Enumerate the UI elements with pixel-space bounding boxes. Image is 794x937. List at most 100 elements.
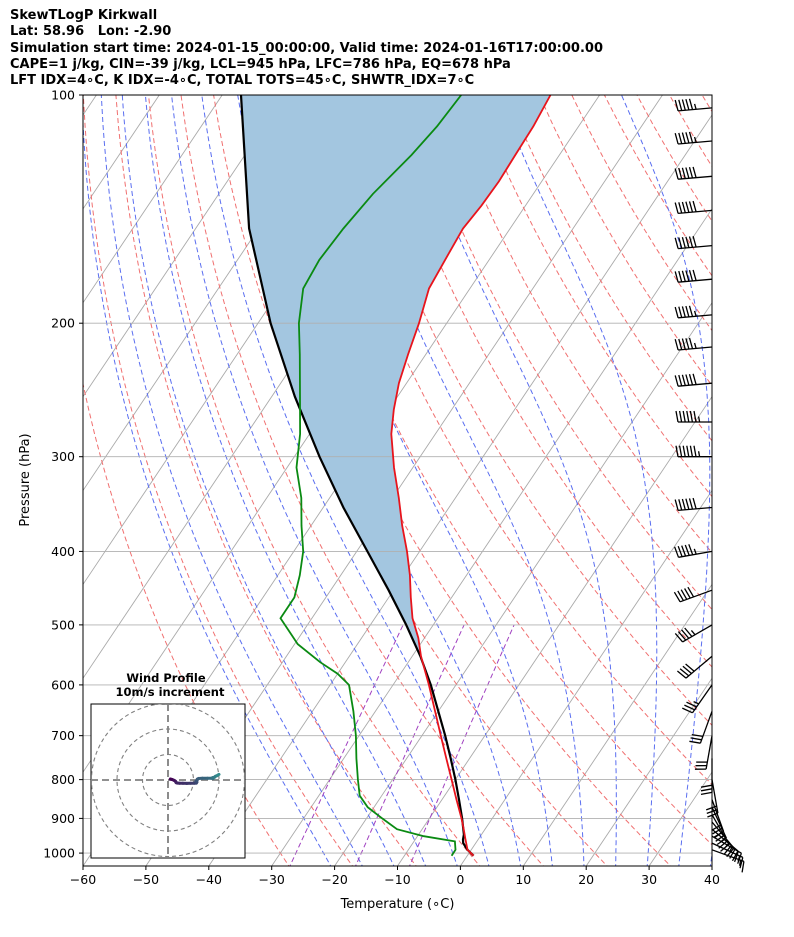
dry-adiabat-line <box>213 95 608 866</box>
wind-barb-flag <box>686 410 690 423</box>
y-tick-label: 700 <box>51 728 75 743</box>
y-tick-label: 100 <box>51 88 75 103</box>
wind-barb <box>675 445 712 458</box>
wind-barb-flag <box>674 133 679 145</box>
hodograph-segment <box>216 772 221 777</box>
dry-adiabat-line <box>343 95 712 726</box>
wind-barb-flag <box>700 791 713 796</box>
wind-barb-flag <box>684 588 691 599</box>
wind-barb-staff <box>678 314 713 319</box>
wind-barb-flag <box>674 632 684 643</box>
dry-adiabat-line <box>310 95 712 786</box>
wind-barb-flag <box>685 99 690 111</box>
wind-barb-flag <box>684 544 690 556</box>
wind-barb-flag <box>693 445 697 457</box>
isotherm-line <box>334 301 712 866</box>
cape-line: CAPE=1 j/kg, CIN=-39 j/kg, LCL=945 hPa, … <box>10 56 511 72</box>
dry-adiabat-line <box>506 95 712 442</box>
wind-barb-flag <box>692 497 697 509</box>
location-line: Lat: 58.96 Lon: -2.90 <box>10 24 172 40</box>
x-tick-label: −60 <box>70 872 96 887</box>
wind-barb-flag <box>692 236 697 248</box>
wind-barb-flag <box>680 589 688 600</box>
wind-barb-flag <box>713 830 724 838</box>
wind-barb-flag <box>685 305 690 318</box>
x-tick-label: −50 <box>133 872 159 887</box>
wind-barb-flag <box>733 851 739 863</box>
wind-barb-flag <box>681 237 686 249</box>
wind-barb-staff <box>699 711 713 744</box>
wind-barb-flag <box>707 812 719 818</box>
wind-barb-staff <box>705 735 713 770</box>
wind-barb-flag <box>688 374 694 386</box>
wind-barb-half-flag <box>693 103 697 110</box>
y-tick-label: 500 <box>51 617 75 632</box>
x-tick-label: −40 <box>196 872 222 887</box>
wind-barb-flag <box>674 306 679 318</box>
x-tick-label: 20 <box>578 872 594 887</box>
dry-adiabat-line <box>735 95 794 869</box>
wind-barb-flag <box>681 498 686 510</box>
wind-barb-flag <box>678 410 683 423</box>
hodograph-title: Wind Profile <box>126 671 206 685</box>
wind-barb-half-flag <box>693 310 697 317</box>
wind-barb <box>689 711 713 744</box>
dry-adiabat-line <box>571 95 712 332</box>
wind-barb-flag <box>682 665 692 674</box>
y-tick-label: 200 <box>51 316 75 331</box>
wind-barb <box>675 410 712 423</box>
wind-barb-flag <box>675 445 679 457</box>
wind-barb-half-flag <box>693 342 697 349</box>
wind-barb-flag <box>723 844 733 855</box>
wind-barb <box>682 684 713 714</box>
wind-barb-half-flag <box>693 548 697 555</box>
wind-barb-flag <box>688 305 694 317</box>
wind-barb-flag <box>689 740 701 744</box>
moist-adiabat-line <box>201 95 490 866</box>
wind-barb <box>694 735 713 770</box>
wind-barb-flag <box>737 852 743 864</box>
wind-barb-flag <box>700 788 713 792</box>
wind-barb <box>674 236 713 250</box>
wind-barb-staff <box>678 506 713 512</box>
wind-barb-flag <box>674 499 679 511</box>
wind-barb-flag <box>705 805 717 811</box>
wind-barb-flag <box>688 498 694 510</box>
dewpoint-line <box>279 95 462 857</box>
wind-barb-staff <box>678 244 713 250</box>
wind-barb-staff <box>678 175 713 180</box>
wind-barb-flag <box>675 410 679 423</box>
wind-barb-flag <box>681 306 686 318</box>
hodograph-plot <box>91 704 245 858</box>
wind-barb-staff <box>711 779 719 814</box>
wind-barb-half-flag <box>693 136 697 143</box>
x-tick-label: 30 <box>641 872 657 887</box>
wind-barb-flag <box>688 98 694 110</box>
wind-barb <box>674 166 713 180</box>
wind-barb-flag <box>681 629 690 639</box>
wind-barb <box>674 497 713 512</box>
mixing-ratio-line <box>289 624 404 866</box>
dry-adiabat-line <box>441 95 712 554</box>
wind-barb-flag <box>726 847 735 858</box>
dry-adiabat-line <box>180 95 545 866</box>
wind-barb-staff <box>678 550 713 558</box>
moist-adiabat-line <box>335 95 585 866</box>
y-tick-label: 900 <box>51 811 75 826</box>
wind-barb-flag <box>681 99 686 111</box>
wind-barb-flag <box>718 840 728 849</box>
isotherm-line <box>208 114 712 866</box>
wind-barb-staff <box>682 624 713 643</box>
wind-barb-staff <box>679 589 713 603</box>
wind-barb-flag <box>685 132 690 144</box>
wind-barb-staff <box>678 140 713 145</box>
moist-adiabat-line <box>281 95 553 866</box>
moist-adiabat-line <box>709 850 712 866</box>
wind-barb-flag <box>681 374 686 386</box>
wind-barb-flag <box>711 824 722 831</box>
wind-barb <box>711 799 725 838</box>
x-axis-label: Temperature (∘C) <box>340 897 455 912</box>
x-tick-label: 40 <box>704 872 720 887</box>
moist-adiabat-line <box>498 95 658 866</box>
wind-barbs <box>673 98 745 873</box>
